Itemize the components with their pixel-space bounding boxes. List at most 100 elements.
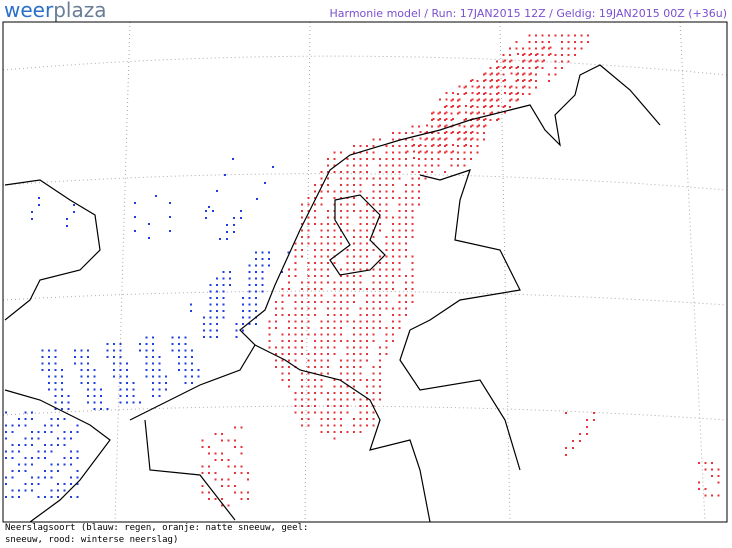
precip-dot <box>288 379 290 381</box>
precip-dot <box>463 125 466 128</box>
precip-dot <box>484 79 487 81</box>
precip-dot <box>165 382 167 384</box>
precip-dot <box>152 336 154 339</box>
precip-dot <box>327 372 329 375</box>
precip-dot <box>424 158 427 160</box>
precip-dot <box>465 144 467 146</box>
precip-dot <box>216 316 218 319</box>
precip-dot <box>444 119 446 121</box>
precip-dot <box>320 288 323 290</box>
precip-dot <box>340 223 342 225</box>
precip-dot <box>333 418 336 420</box>
precip-dot <box>221 459 223 461</box>
precip-dot <box>530 53 532 55</box>
precip-dot <box>405 275 407 277</box>
precip-dot <box>268 327 271 329</box>
precip-dot <box>418 203 420 206</box>
precip-dot <box>307 294 310 297</box>
precip-dot <box>398 268 401 271</box>
precip-dot <box>126 401 128 404</box>
precip-dot <box>392 275 394 277</box>
precip-dot <box>152 356 154 358</box>
precip-dot <box>294 294 297 297</box>
precip-dot <box>359 405 362 407</box>
precip-dot <box>44 476 46 479</box>
precip-dot <box>248 284 251 286</box>
precip-dot <box>379 359 381 362</box>
precip-dot <box>80 362 83 365</box>
precip-dot <box>432 111 435 114</box>
precip-dot <box>54 388 57 391</box>
precip-dot <box>491 105 493 107</box>
precip-dot <box>327 190 329 193</box>
precip-dot <box>44 450 46 453</box>
precip-dot <box>240 426 243 429</box>
precip-dot <box>208 446 210 448</box>
precip-dot <box>523 85 526 88</box>
precip-dot <box>145 375 148 378</box>
precip-dot <box>139 343 141 345</box>
precip-dot <box>93 388 96 391</box>
precip-dot <box>522 93 524 95</box>
precip-dot <box>294 405 297 407</box>
precip-dot <box>411 145 414 147</box>
precip-dot <box>372 223 375 225</box>
precip-dot <box>353 164 355 167</box>
precip-dot <box>522 47 524 50</box>
precip-dot <box>711 462 713 464</box>
precip-dot <box>366 229 368 232</box>
precip-dot <box>307 275 310 277</box>
precip-dot <box>205 217 207 219</box>
precip-dot <box>288 268 290 271</box>
precip-dot <box>359 171 362 173</box>
precip-dot <box>327 359 329 362</box>
precip-dot <box>54 369 57 371</box>
precip-dot <box>450 132 453 134</box>
precip-dot <box>372 340 375 342</box>
precip-dot <box>67 395 70 397</box>
precip-dot <box>307 418 310 420</box>
precip-dot <box>346 249 349 251</box>
precip-dot <box>240 491 243 494</box>
precip-dot <box>398 145 401 147</box>
precip-dot <box>240 210 242 212</box>
precip-dot <box>379 223 381 225</box>
precip-dot <box>80 382 83 384</box>
precip-dot <box>398 164 401 167</box>
precip-dot <box>37 496 40 498</box>
precip-dot <box>48 349 50 352</box>
precip-dot <box>437 125 440 128</box>
precip-dot <box>515 80 518 82</box>
precip-dot <box>145 336 148 339</box>
precip-dot <box>476 86 479 89</box>
precip-dot <box>294 392 297 394</box>
precip-dot <box>57 496 59 498</box>
precip-dot <box>372 424 375 427</box>
precip-dot <box>470 112 472 115</box>
precip-dot <box>61 395 63 397</box>
precip-dot <box>379 294 381 297</box>
precip-dot <box>63 431 66 433</box>
precip-dot <box>385 333 388 336</box>
precip-dot <box>333 398 336 401</box>
precip-dot <box>478 92 480 94</box>
precip-dot <box>184 336 187 339</box>
precip-dot <box>248 290 251 293</box>
precip-dot <box>522 54 524 56</box>
precip-dot <box>476 145 479 147</box>
precip-dot <box>38 204 40 206</box>
precip-dot <box>444 151 446 154</box>
precip-dot <box>366 164 368 167</box>
precip-dot <box>541 41 544 43</box>
precip-dot <box>234 465 236 468</box>
precip-dot <box>61 369 63 371</box>
precip-dot <box>385 177 388 180</box>
precip-dot <box>148 237 150 239</box>
precip-dot <box>484 124 487 127</box>
precip-dot <box>346 431 349 433</box>
precip-dot <box>346 255 349 258</box>
precip-dot <box>301 398 303 401</box>
precip-dot <box>307 405 310 407</box>
precip-dot <box>366 236 368 238</box>
precip-dot <box>80 369 83 371</box>
